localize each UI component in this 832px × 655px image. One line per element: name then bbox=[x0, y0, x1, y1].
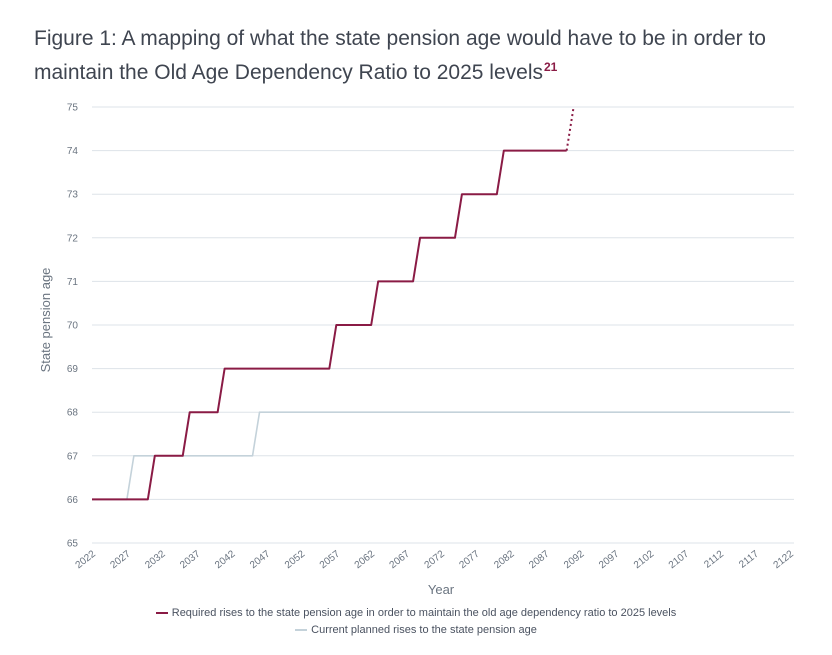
x-tick-label: 2097 bbox=[597, 548, 622, 571]
x-tick-label: 2092 bbox=[562, 548, 587, 571]
x-tick-label: 2062 bbox=[353, 548, 378, 571]
y-tick-label: 74 bbox=[67, 146, 79, 157]
y-axis-label: State pension age bbox=[38, 268, 53, 373]
x-tick-label: 2047 bbox=[248, 548, 273, 571]
chart-title: Figure 1: A mapping of what the state pe… bbox=[34, 24, 814, 87]
x-tick-label: 2087 bbox=[527, 548, 552, 571]
legend-item-required: Required rises to the state pension age … bbox=[0, 607, 832, 619]
y-tick-label: 72 bbox=[67, 233, 79, 244]
legend-label-required: Required rises to the state pension age … bbox=[171, 607, 677, 619]
y-tick-label: 69 bbox=[67, 364, 79, 375]
x-tick-label: 2037 bbox=[178, 548, 203, 571]
x-tick-label: 2022 bbox=[74, 548, 99, 571]
x-tick-label: 2112 bbox=[702, 548, 726, 570]
series-line-required bbox=[92, 149, 567, 501]
y-tick-label: 70 bbox=[67, 321, 79, 332]
x-tick-label: 2082 bbox=[492, 548, 517, 571]
y-axis-ticks: 65 66 67 68 69 70 71 72 73 74 75 bbox=[67, 103, 79, 550]
x-tick-label: 2052 bbox=[283, 548, 308, 571]
x-tick-label: 2067 bbox=[388, 548, 413, 571]
x-tick-label: 2077 bbox=[457, 548, 482, 571]
legend-label-current: Current planned rises to the state pensi… bbox=[311, 624, 537, 636]
x-tick-label: 2122 bbox=[772, 548, 797, 571]
x-tick-label: 2107 bbox=[667, 548, 692, 571]
x-tick-label: 2042 bbox=[213, 548, 238, 571]
legend-swatch-current bbox=[295, 629, 308, 632]
series-lines bbox=[92, 106, 790, 501]
y-tick-label: 68 bbox=[67, 408, 79, 419]
y-tick-label: 71 bbox=[67, 277, 79, 288]
y-tick-label: 65 bbox=[67, 539, 79, 550]
y-tick-label: 67 bbox=[67, 451, 79, 462]
x-tick-label: 2117 bbox=[737, 548, 761, 570]
x-tick-label: 2102 bbox=[632, 548, 657, 571]
legend-item-current: Current planned rises to the state pensi… bbox=[0, 624, 832, 636]
chart-title-text: Figure 1: A mapping of what the state pe… bbox=[34, 27, 766, 84]
x-tick-label: 2072 bbox=[423, 548, 448, 571]
x-axis-label: Year bbox=[428, 582, 455, 597]
y-tick-label: 73 bbox=[67, 190, 79, 201]
series-projection-required bbox=[565, 106, 575, 151]
x-axis-ticks: 2022 2027 2032 2037 2042 2047 2052 2057 2062 2067… bbox=[74, 548, 797, 571]
y-tick-label: 75 bbox=[67, 103, 79, 114]
grid-lines bbox=[92, 106, 794, 544]
x-tick-label: 2032 bbox=[143, 548, 168, 571]
legend-swatch-required bbox=[155, 612, 168, 615]
y-tick-label: 66 bbox=[67, 495, 79, 506]
x-tick-label: 2027 bbox=[108, 548, 133, 571]
footnote-marker[interactable]: 21 bbox=[544, 60, 558, 74]
x-tick-label: 2057 bbox=[318, 548, 343, 571]
